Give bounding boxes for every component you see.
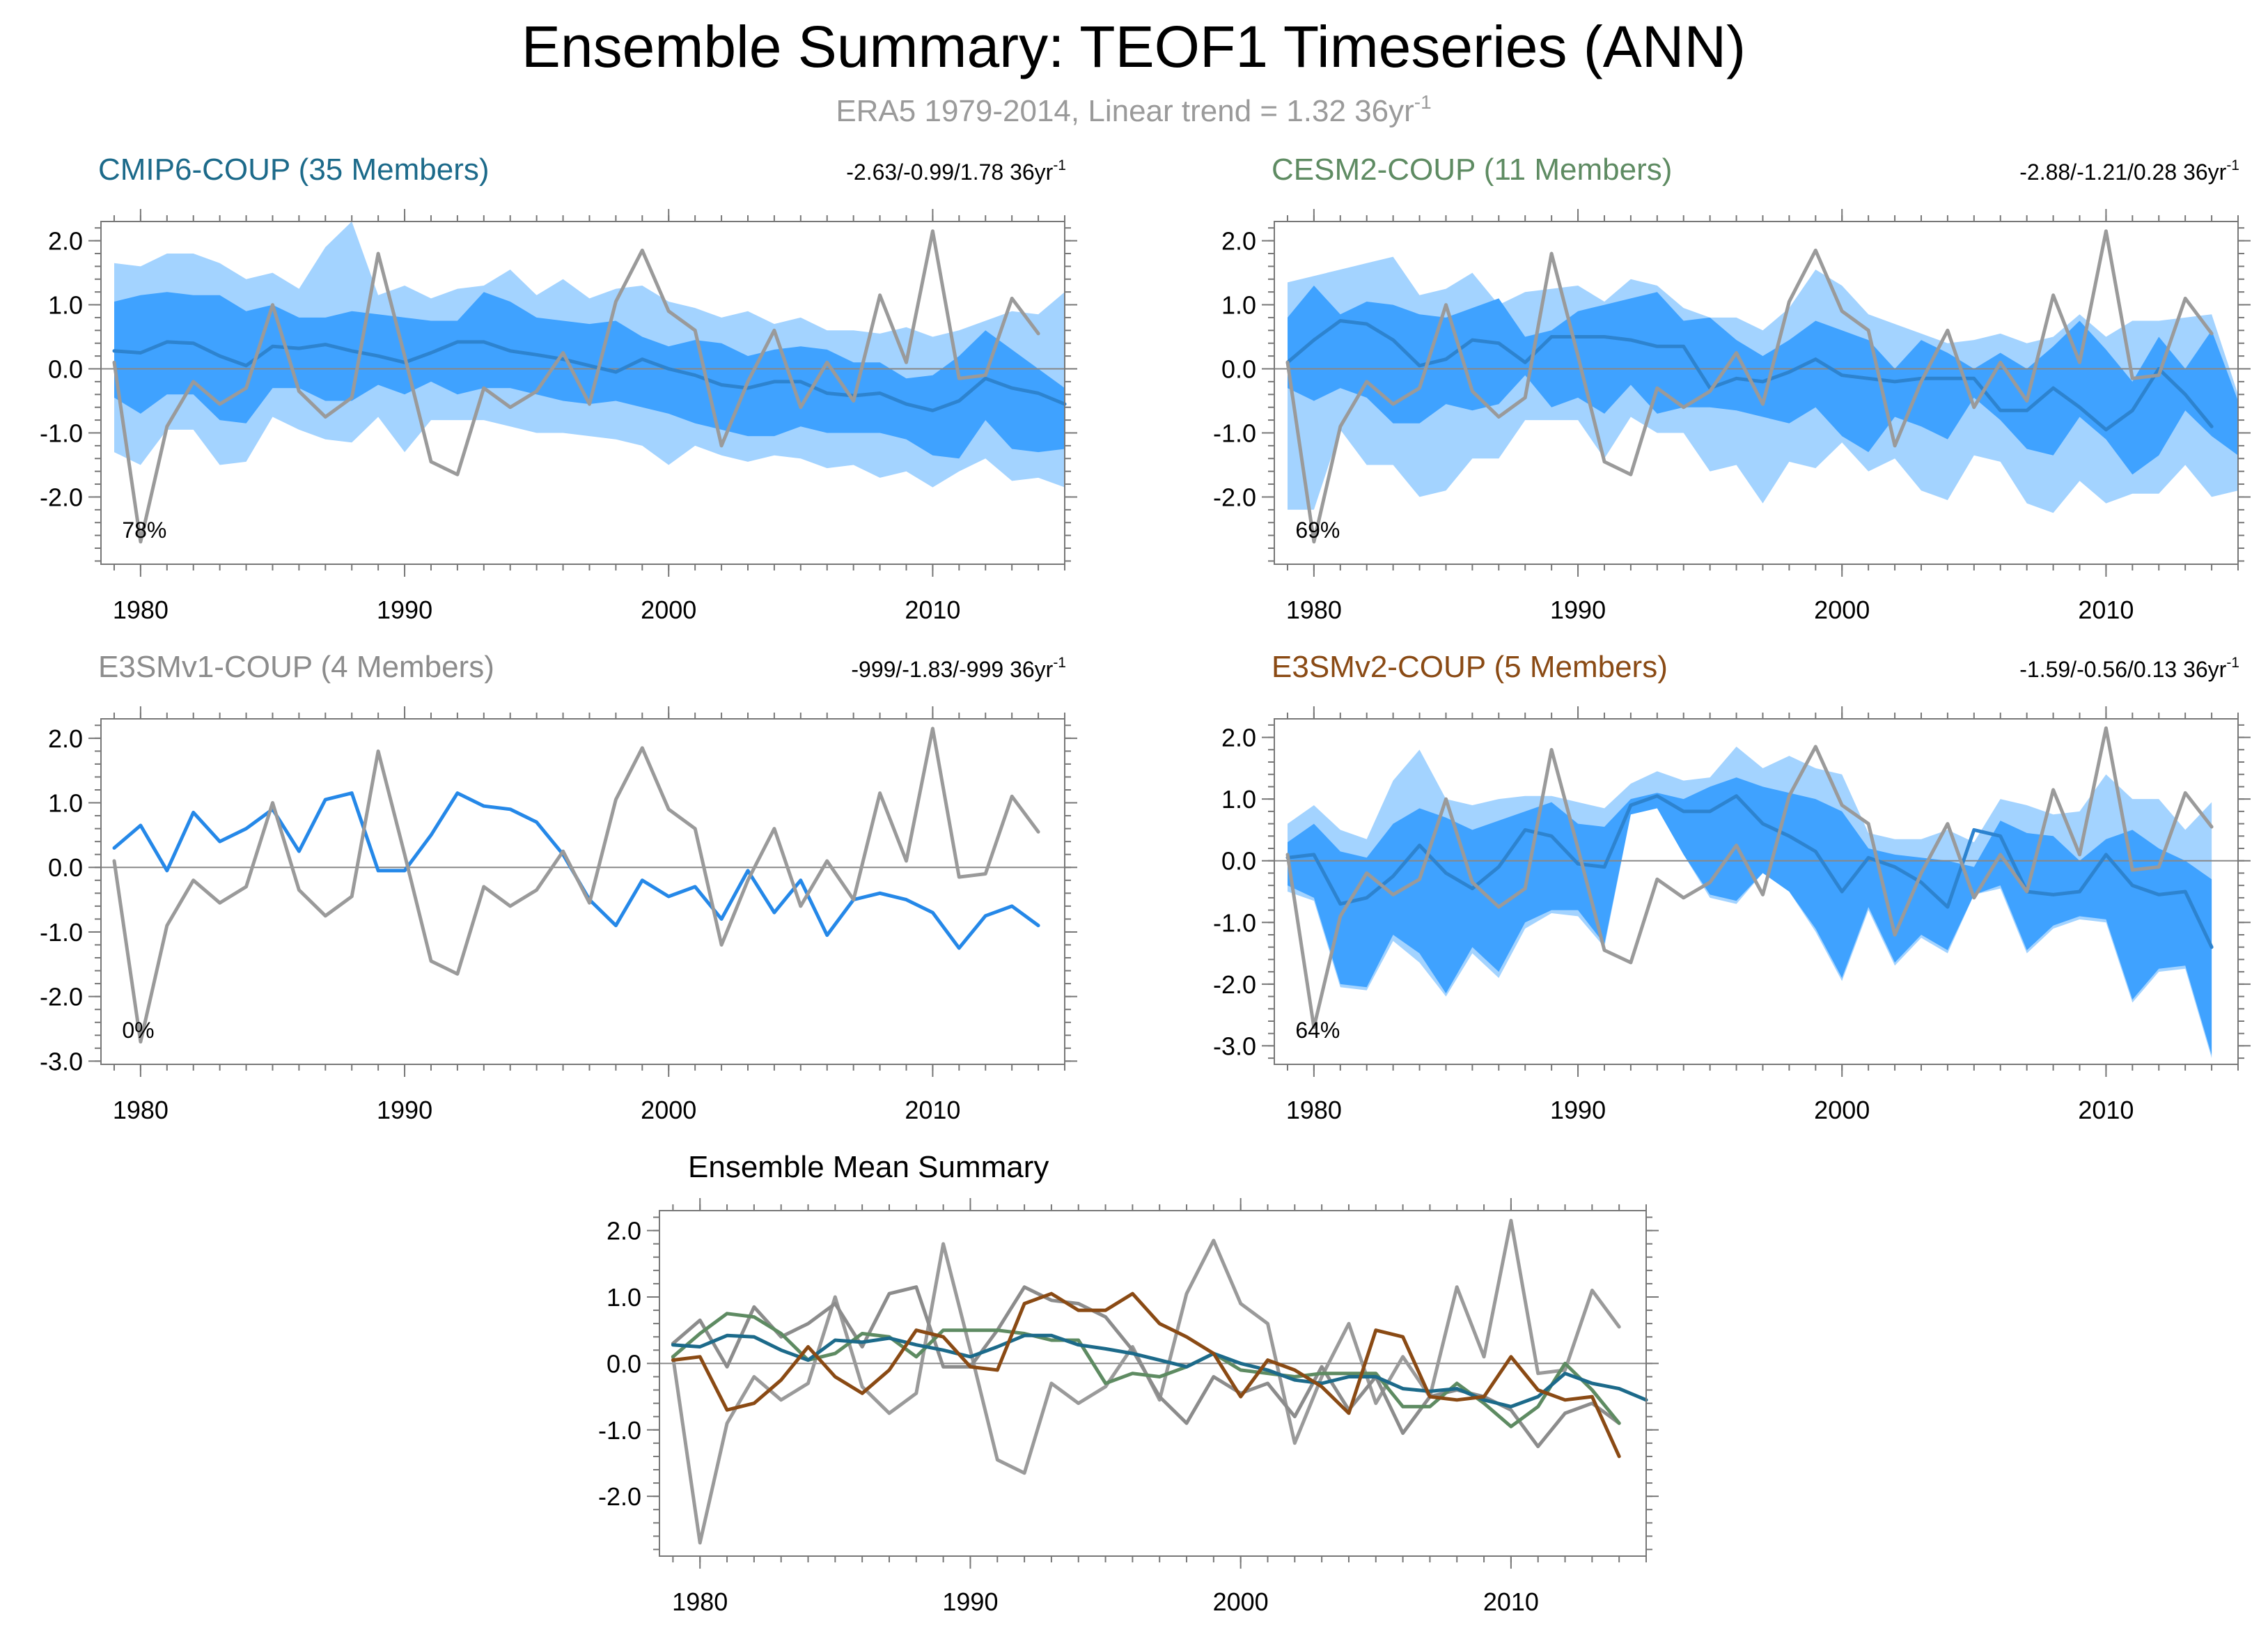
panel-cesm2: 2.0 1.0 0.0 -1.0 -2.0 1980 1990 2000 2010 CESM2-C… (1213, 153, 2251, 624)
cmip6-percent-label: 78% (122, 518, 166, 543)
cesm2-ytick-label: 1.0 (1221, 291, 1256, 320)
e3smv1-series-era5 (112, 727, 1040, 1044)
cesm2-trend-sup: -1 (2226, 157, 2239, 173)
cmip6-series-era5 (112, 229, 1040, 544)
cmip6-xtick-label: 1990 (377, 596, 432, 624)
cesm2-title: CESM2-COUP (11 Members) (1272, 153, 1672, 187)
cesm2-ytick-label: -1.0 (1213, 419, 1256, 447)
panel-e3smv1: 2.0 1.0 0.0 -1.0 -2.0 -3.0 1980 1990 2000 2010 E3S… (40, 650, 1077, 1124)
cmip6-trend-text: -2.63/-0.99/1.78 36yr-1 (846, 157, 1066, 185)
e3smv2-percent-label: 64% (1295, 1018, 1340, 1043)
e3smv2-series-ensemble-mean (1285, 794, 2214, 949)
e3smv1-ytick-label: 0.0 (48, 853, 83, 882)
summary-ytick-label: 0.0 (607, 1349, 641, 1378)
summary-ytick-label: -1.0 (598, 1416, 641, 1445)
cmip6-trend-sup: -1 (1053, 157, 1066, 173)
cesm2-xtick-label: 1990 (1550, 596, 1606, 624)
e3smv1-trend-value: -999/-1.83/-999 36yr (851, 657, 1053, 682)
cesm2-ytick-label: -2.0 (1213, 483, 1256, 511)
e3smv1-ytick-label: -2.0 (40, 983, 83, 1011)
e3smv1-xtick-label: 1980 (113, 1096, 169, 1124)
e3smv2-trend-text: -1.59/-0.56/0.13 36yr-1 (2019, 655, 2239, 682)
cmip6-series-ensemble-mean (112, 340, 1067, 412)
cesm2-ytick-label: 2.0 (1221, 227, 1256, 256)
summary-xtick-label: 2010 (1483, 1587, 1539, 1616)
e3smv2-series-era5 (1285, 726, 2214, 1030)
summary-series-cmip6-coup (671, 1333, 1648, 1408)
e3smv2-xtick-label: 2010 (2078, 1096, 2134, 1124)
e3smv2-ytick-label: 0.0 (1221, 847, 1256, 876)
cmip6-ytick-label: 1.0 (48, 291, 83, 320)
panel-summary: 2.0 1.0 0.0 -1.0 -2.0 1980 1990 2000 2010 Ensembl… (598, 1150, 1659, 1616)
e3smv2-xtick-label: 1990 (1550, 1096, 1606, 1124)
e3smv2-trend-value: -1.59/-0.56/0.13 36yr (2019, 657, 2226, 682)
summary-ytick-label: 2.0 (607, 1217, 641, 1245)
e3smv2-frame (1274, 718, 2239, 1065)
cmip6-frame (100, 221, 1065, 565)
e3smv1-ytick-label: 1.0 (48, 789, 83, 818)
e3smv2-ytick-label: -2.0 (1213, 970, 1256, 999)
e3smv1-ytick-label: 2.0 (48, 724, 83, 753)
summary-xtick-label: 2000 (1213, 1587, 1269, 1616)
e3smv1-xtick-label: 2010 (905, 1096, 960, 1124)
summary-frame (659, 1210, 1647, 1557)
summary-title: Ensemble Mean Summary (688, 1150, 1049, 1184)
cmip6-inner-band (114, 292, 1065, 459)
e3smv2-inner-band (1288, 777, 2212, 1055)
e3smv1-ytick-label: -3.0 (40, 1047, 83, 1075)
cmip6-ytick-label: -1.0 (40, 419, 83, 447)
figure-subtitle-text: ERA5 1979-2014, Linear trend = 1.32 36yr (836, 94, 1414, 128)
e3smv2-ytick-label: -1.0 (1213, 908, 1256, 937)
cesm2-xtick-label: 1980 (1286, 596, 1342, 624)
cesm2-xtick-label: 2000 (1814, 596, 1870, 624)
cesm2-xtick-label: 2010 (2078, 596, 2134, 624)
cmip6-xtick-label: 1980 (113, 596, 169, 624)
summary-xtick-label: 1980 (672, 1587, 728, 1616)
figure-subtitle: ERA5 1979-2014, Linear trend = 1.32 36yr… (836, 91, 1431, 128)
summary-xtick-label: 1990 (942, 1587, 998, 1616)
e3smv1-trend-sup: -1 (1053, 655, 1066, 671)
cesm2-trend-value: -2.88/-1.21/0.28 36yr (2019, 160, 2226, 185)
e3smv1-trend-text: -999/-1.83/-999 36yr-1 (851, 655, 1066, 682)
e3smv2-trend-sup: -1 (2226, 655, 2239, 671)
e3smv1-xtick-label: 2000 (641, 1096, 696, 1124)
figure-subtitle-sup: -1 (1414, 91, 1432, 113)
cmip6-xtick-label: 2010 (905, 596, 960, 624)
cesm2-frame (1274, 221, 2239, 565)
panel-e3smv2: 2.0 1.0 0.0 -1.0 -2.0 -3.0 1980 1990 2000 2010 E3S… (1213, 650, 2251, 1124)
e3smv1-percent-label: 0% (122, 1018, 154, 1043)
figure-title: Ensemble Summary: TEOF1 Timeseries (ANN) (522, 14, 1746, 79)
summary-series-cesm2-coup (671, 1312, 1621, 1429)
e3smv2-ytick-label: -3.0 (1213, 1032, 1256, 1060)
cmip6-ytick-label: 2.0 (48, 227, 83, 256)
summary-ytick-label: 1.0 (607, 1283, 641, 1312)
cmip6-trend-value: -2.63/-0.99/1.78 36yr (846, 160, 1053, 185)
e3smv1-frame (100, 718, 1065, 1065)
cmip6-title: CMIP6-COUP (35 Members) (98, 153, 490, 187)
panel-cmip6: 2.0 1.0 0.0 -1.0 -2.0 1980 1990 2000 2010 CMIP6-C… (40, 153, 1077, 624)
cesm2-series-era5 (1285, 229, 2214, 544)
summary-series-e3smv2-coup (671, 1291, 1621, 1459)
e3smv1-ytick-label: -1.0 (40, 918, 83, 947)
cmip6-ytick-label: 0.0 (48, 355, 83, 384)
cesm2-percent-label: 69% (1295, 518, 1340, 543)
e3smv2-ytick-label: 1.0 (1221, 785, 1256, 814)
e3smv2-xtick-label: 1980 (1286, 1096, 1342, 1124)
cesm2-trend-text: -2.88/-1.21/0.28 36yr-1 (2019, 157, 2239, 185)
cesm2-ytick-label: 0.0 (1221, 355, 1256, 384)
e3smv2-title: E3SMv2-COUP (5 Members) (1272, 650, 1668, 684)
e3smv1-xtick-label: 1990 (377, 1096, 432, 1124)
e3smv1-title: E3SMv1-COUP (4 Members) (98, 650, 494, 684)
summary-ytick-label: -2.0 (598, 1482, 641, 1511)
e3smv2-ytick-label: 2.0 (1221, 724, 1256, 752)
cmip6-xtick-label: 2000 (641, 596, 696, 624)
e3smv2-xtick-label: 2000 (1814, 1096, 1870, 1124)
cmip6-ytick-label: -2.0 (40, 483, 83, 511)
